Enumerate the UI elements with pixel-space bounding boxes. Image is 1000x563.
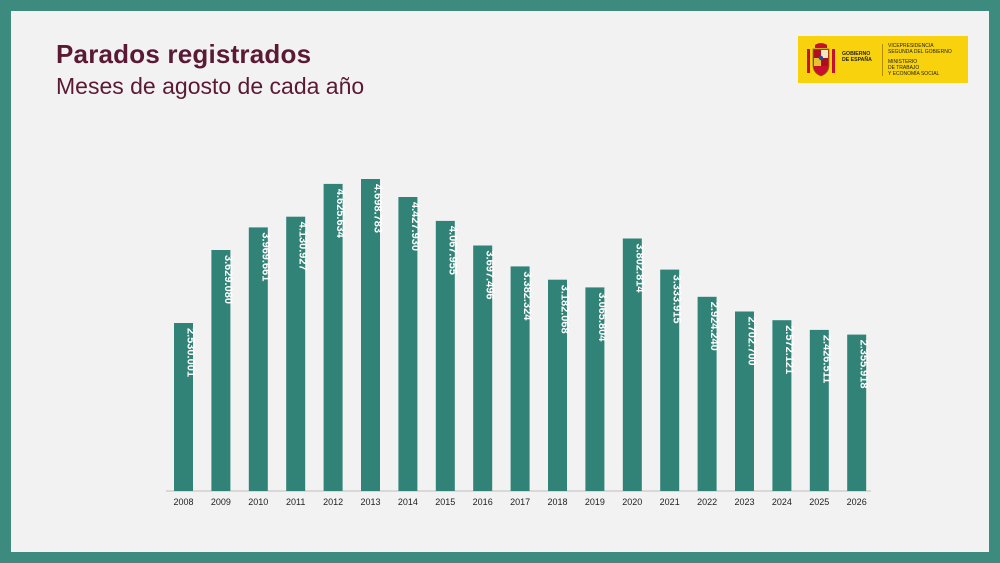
bar-2013	[361, 179, 380, 491]
bar-value-label-2010: 3.969.661	[259, 232, 271, 281]
x-tick-label-2024: 2024	[772, 497, 792, 507]
bar-2021	[660, 269, 680, 491]
bar-2023	[735, 311, 754, 491]
bar-2017	[510, 266, 530, 491]
ministry-line-5: Y ECONOMÍA SOCIAL	[888, 71, 940, 77]
bar-value-label-2008: 2.530.001	[185, 328, 197, 377]
government-logo: GOBIERNO DE ESPAÑA VICEPRESIDENCIA SEGUN…	[798, 36, 968, 83]
bar-2026	[847, 334, 867, 491]
bar-2009	[211, 250, 231, 491]
bar-2014	[398, 197, 418, 491]
bar-value-label-2018: 3.182.068	[559, 285, 571, 334]
bar-2019	[585, 287, 605, 491]
bar-value-label-2025: 2.426.511	[820, 335, 832, 383]
bar-2024	[772, 320, 792, 491]
x-tick-label-2012: 2012	[323, 497, 343, 507]
bar-2015	[435, 220, 455, 491]
x-tick-label-2020: 2020	[622, 497, 642, 507]
x-tick-label-2009: 2009	[211, 497, 231, 507]
logo-divider	[882, 44, 883, 76]
x-tick-label-2010: 2010	[248, 497, 268, 507]
x-tick-label-2014: 2014	[398, 497, 418, 507]
x-tick-label-2008: 2008	[173, 497, 193, 507]
bar-value-label-2013: 4.698.783	[372, 184, 384, 233]
bar-2012	[323, 183, 343, 491]
bar-2010	[248, 227, 268, 491]
bar-value-label-2016: 3.697.496	[484, 251, 496, 300]
bar-value-label-2020: 3.802.814	[633, 244, 645, 294]
x-tick-label-2022: 2022	[697, 497, 717, 507]
bar-value-label-2014: 4.427.930	[409, 202, 421, 251]
ministry-line-4: DE TRABAJO	[888, 65, 920, 71]
bar-2025	[809, 329, 829, 491]
bar-value-label-2015: 4.067.955	[446, 226, 458, 275]
chart-card: Parados registrados Meses de agosto de c…	[11, 11, 989, 552]
x-tick-label-2017: 2017	[510, 497, 530, 507]
coat-of-arms-icon	[807, 43, 835, 77]
bar-value-label-2021: 3.333.915	[671, 275, 683, 324]
bar-2020	[622, 238, 642, 491]
gov-line-1: GOBIERNO	[842, 51, 871, 57]
ministry-text: VICEPRESIDENCIA SEGUNDA DEL GOBIERNO MIN…	[888, 43, 968, 77]
bar-2018	[548, 279, 567, 491]
bar-2008	[174, 323, 193, 491]
x-tick-label-2015: 2015	[435, 497, 455, 507]
x-tick-label-2019: 2019	[585, 497, 605, 507]
bar-value-label-2009: 3.629.080	[222, 255, 234, 304]
x-tick-label-2016: 2016	[473, 497, 493, 507]
bar-value-label-2026: 2.355.918	[858, 340, 870, 389]
ministry-line-2: SEGUNDA DEL GOBIERNO	[888, 49, 952, 55]
chart-title: Parados registrados	[56, 39, 312, 69]
ministry-line-1: VICEPRESIDENCIA	[888, 43, 934, 49]
bar-chart: 2.530.001 3.629.080 3.969.661 4.130.927 4.62…	[166, 179, 871, 507]
bar-2022	[697, 296, 717, 491]
x-tick-label-2025: 2025	[809, 497, 829, 507]
bar-value-label-2012: 4.625.634	[334, 189, 346, 239]
bar-value-label-2019: 3.065.804	[596, 292, 608, 342]
x-tick-label-2021: 2021	[660, 497, 680, 507]
gov-line-2: DE ESPAÑA	[842, 57, 872, 63]
bar-value-label-2022: 2.924.240	[708, 302, 720, 351]
x-tick-label-2011: 2011	[286, 497, 305, 507]
x-tick-label-2023: 2023	[734, 497, 754, 507]
bar-value-label-2017: 3.382.324	[521, 271, 533, 321]
x-tick-label-2026: 2026	[847, 497, 867, 507]
bar-2016	[473, 245, 493, 491]
ministry-line-3: MINISTERIO	[888, 59, 918, 65]
bar-value-label-2023: 2.702.700	[746, 317, 758, 366]
gov-text: GOBIERNO DE ESPAÑA	[842, 51, 882, 63]
x-tick-label-2018: 2018	[547, 497, 567, 507]
bar-2011	[286, 216, 306, 491]
chart-subtitle: Meses de agosto de cada año	[56, 73, 365, 99]
bar-value-label-2024: 2.572.121	[783, 325, 795, 374]
bar-value-label-2011: 4.130.927	[297, 222, 309, 271]
x-tick-label-2013: 2013	[360, 497, 380, 507]
